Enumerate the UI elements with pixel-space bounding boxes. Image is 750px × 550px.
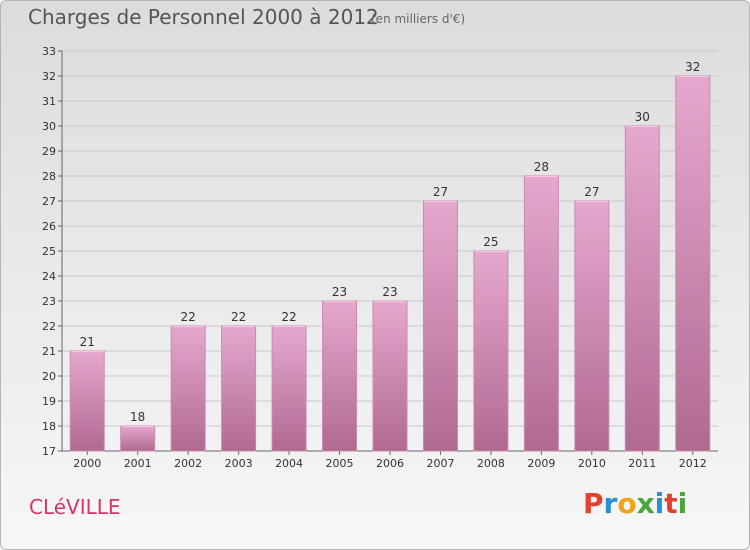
y-tick-label: 29 [42,145,56,158]
bar [120,425,156,452]
x-tick-label: 2012 [679,457,707,470]
x-tick-label: 2004 [275,457,303,470]
y-tick-label: 20 [42,370,56,383]
x-tick-label: 2003 [225,457,253,470]
bar [624,125,660,452]
logo-letter: i [654,487,665,520]
data-label: 22 [181,310,196,324]
chart-subtitle: (en milliers d'€) [371,12,466,26]
y-tick-label: 31 [42,95,56,108]
y-tick-label: 32 [42,70,56,83]
x-tick-label: 2005 [326,457,354,470]
y-tick-label: 27 [42,195,56,208]
y-tick-label: 22 [42,320,56,333]
y-tick-label: 24 [42,270,56,283]
logo-letter: P [583,487,604,520]
proxiti-logo: Proxiti [583,487,687,520]
y-tick-label: 30 [42,120,56,133]
data-label: 23 [332,285,347,299]
data-label: 30 [635,110,650,124]
y-tick-label: 18 [42,420,56,433]
y-tick-label: 25 [42,245,56,258]
y-tick-label: 19 [42,395,56,408]
x-tick-label: 2001 [124,457,152,470]
x-tick-label: 2008 [477,457,505,470]
data-label: 27 [433,185,448,199]
labels: 17 18 19 20 21 22 23 24 25 26 27 28 29 30 31 32 33 21 2000… [42,45,707,470]
data-label: 21 [80,335,95,349]
data-label: 18 [130,410,145,424]
data-label: 32 [685,60,700,74]
bar [422,200,458,452]
chart-title: Charges de Personnel 2000 à 2012 [28,5,379,29]
bar [221,325,257,452]
x-tick-label: 2006 [376,457,404,470]
bar [372,300,408,452]
x-tick-label: 2000 [73,457,101,470]
x-tick-label: 2010 [578,457,606,470]
commune-name: CLéVILLE [29,495,121,519]
bar [322,300,358,452]
y-tick-label: 33 [42,45,56,58]
y-tick-label: 28 [42,170,56,183]
y-tick-label: 21 [42,345,56,358]
y-tick-label: 26 [42,220,56,233]
y-tick-label: 17 [42,445,56,458]
data-label: 22 [281,310,296,324]
x-tick-label: 2011 [628,457,656,470]
bar [675,75,711,452]
data-label: 25 [483,235,498,249]
x-tick-label: 2002 [174,457,202,470]
bars [69,75,711,452]
data-label: 22 [231,310,246,324]
logo-letter: i [677,487,688,520]
bar [69,350,105,452]
logo-letter: t [664,487,678,520]
bar [170,325,206,452]
bar [473,250,509,452]
data-label: 28 [534,160,549,174]
bar [574,200,610,452]
bar [523,175,559,452]
logo-letter: o [617,487,637,520]
x-tick-label: 2007 [426,457,454,470]
bar [271,325,307,452]
data-label: 23 [382,285,397,299]
data-label: 27 [584,185,599,199]
y-tick-label: 23 [42,295,56,308]
logo-letter: x [636,487,655,520]
x-tick-label: 2009 [527,457,555,470]
logo-letter: r [603,487,618,520]
